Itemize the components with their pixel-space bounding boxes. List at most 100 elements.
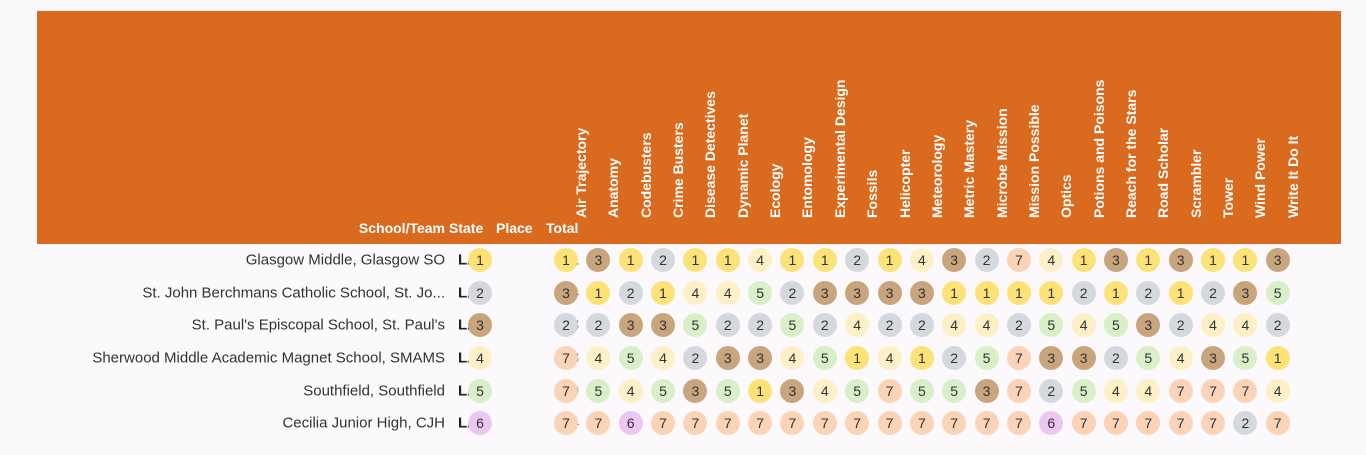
- header-event-optics[interactable]: Optics: [1035, 11, 1074, 244]
- event-score-meteorology[interactable]: 1: [909, 346, 934, 371]
- event-score-tower[interactable]: 3: [1201, 346, 1225, 371]
- event-score-optics[interactable]: 5: [1039, 313, 1064, 338]
- event-score-entomology[interactable]: 5: [780, 313, 805, 338]
- event-score-metric-mastery[interactable]: 2: [942, 346, 967, 371]
- header-event-scrambler[interactable]: Scrambler: [1165, 11, 1204, 244]
- event-score-fossils[interactable]: 5: [845, 378, 870, 403]
- header-place[interactable]: Place: [496, 220, 533, 236]
- event-score-optics[interactable]: 6: [1039, 411, 1064, 436]
- event-score-dynamic-planet[interactable]: 3: [715, 346, 740, 371]
- event-score-disease-detectives[interactable]: 1: [683, 248, 708, 273]
- header-event-mission-possible[interactable]: Mission Possible: [1003, 11, 1042, 244]
- event-score-potions-and-poisons[interactable]: 1: [1071, 248, 1096, 273]
- event-score-air-trajectory[interactable]: 3: [554, 280, 578, 305]
- event-score-air-trajectory[interactable]: 1: [554, 248, 578, 273]
- event-score-disease-detectives[interactable]: 7: [683, 411, 708, 436]
- header-event-ecology[interactable]: Ecology: [744, 11, 783, 244]
- event-score-road-scholar[interactable]: 7: [1136, 411, 1161, 436]
- event-score-meteorology[interactable]: 3: [909, 280, 934, 305]
- table-row[interactable]: Cecilia Junior High, CJHLA61547767777777…: [37, 407, 1341, 440]
- event-score-metric-mastery[interactable]: 3: [942, 248, 967, 273]
- event-score-experimental-design[interactable]: 2: [812, 313, 837, 338]
- header-total[interactable]: Total: [546, 220, 579, 236]
- event-score-potions-and-poisons[interactable]: 3: [1071, 346, 1096, 371]
- event-score-anatomy[interactable]: 7: [586, 411, 611, 436]
- event-score-ecology[interactable]: 7: [748, 411, 773, 436]
- header-event-metric-mastery[interactable]: Metric Mastery: [938, 11, 977, 244]
- event-score-tower[interactable]: 7: [1201, 378, 1225, 403]
- table-row[interactable]: St. Paul's Episcopal School, St. Paul'sL…: [37, 309, 1341, 342]
- event-score-crime-busters[interactable]: 3: [651, 313, 676, 338]
- header-event-reach-for-the-stars[interactable]: Reach for the Stars: [1100, 11, 1139, 244]
- event-score-meteorology[interactable]: 5: [909, 378, 934, 403]
- event-score-entomology[interactable]: 7: [780, 411, 805, 436]
- event-score-experimental-design[interactable]: 4: [812, 378, 837, 403]
- event-score-microbe-mission[interactable]: 3: [974, 378, 999, 403]
- event-score-ecology[interactable]: 3: [748, 346, 773, 371]
- event-score-disease-detectives[interactable]: 4: [683, 280, 708, 305]
- event-score-ecology[interactable]: 1: [748, 378, 773, 403]
- event-score-dynamic-planet[interactable]: 5: [715, 378, 740, 403]
- event-score-wind-power[interactable]: 4: [1233, 313, 1258, 338]
- header-event-wind-power[interactable]: Wind Power: [1229, 11, 1268, 244]
- school-name[interactable]: Southfield, Southfield: [303, 382, 445, 400]
- event-score-optics[interactable]: 1: [1039, 280, 1064, 305]
- event-score-tower[interactable]: 7: [1201, 411, 1225, 436]
- event-score-reach-for-the-stars[interactable]: 3: [1103, 248, 1128, 273]
- event-score-codebusters[interactable]: 5: [618, 346, 643, 371]
- event-score-metric-mastery[interactable]: 4: [942, 313, 967, 338]
- event-score-mission-possible[interactable]: 7: [1006, 248, 1031, 273]
- event-score-codebusters[interactable]: 1: [618, 248, 643, 273]
- event-score-fossils[interactable]: 7: [845, 411, 870, 436]
- event-score-mission-possible[interactable]: 1: [1006, 280, 1031, 305]
- event-score-road-scholar[interactable]: 3: [1136, 313, 1161, 338]
- event-score-mission-possible[interactable]: 7: [1006, 346, 1031, 371]
- event-score-reach-for-the-stars[interactable]: 7: [1103, 411, 1128, 436]
- event-score-road-scholar[interactable]: 2: [1136, 280, 1161, 305]
- event-score-dynamic-planet[interactable]: 2: [715, 313, 740, 338]
- event-score-disease-detectives[interactable]: 3: [683, 378, 708, 403]
- event-score-crime-busters[interactable]: 7: [651, 411, 676, 436]
- event-score-experimental-design[interactable]: 5: [812, 346, 837, 371]
- event-score-ecology[interactable]: 2: [748, 313, 773, 338]
- table-row[interactable]: Southfield, SouthfieldLA5109754535134575…: [37, 374, 1341, 407]
- event-score-crime-busters[interactable]: 5: [651, 378, 676, 403]
- header-school-team[interactable]: School/Team: [358, 220, 445, 236]
- event-score-experimental-design[interactable]: 1: [812, 248, 837, 273]
- event-score-helicopter[interactable]: 7: [877, 411, 902, 436]
- event-score-microbe-mission[interactable]: 7: [974, 411, 999, 436]
- event-score-wind-power[interactable]: 1: [1233, 248, 1258, 273]
- event-score-helicopter[interactable]: 7: [877, 378, 902, 403]
- event-score-potions-and-poisons[interactable]: 4: [1071, 313, 1096, 338]
- event-score-scrambler[interactable]: 1: [1168, 280, 1193, 305]
- event-score-microbe-mission[interactable]: 5: [974, 346, 999, 371]
- school-name[interactable]: Glasgow Middle, Glasgow SO: [245, 251, 445, 269]
- header-event-crime-busters[interactable]: Crime Busters: [647, 11, 686, 244]
- event-score-fossils[interactable]: 2: [845, 248, 870, 273]
- header-event-helicopter[interactable]: Helicopter: [874, 11, 913, 244]
- event-score-optics[interactable]: 3: [1039, 346, 1064, 371]
- event-score-tower[interactable]: 1: [1201, 248, 1225, 273]
- event-score-tower[interactable]: 2: [1201, 280, 1225, 305]
- header-event-experimental-design[interactable]: Experimental Design: [809, 11, 848, 244]
- event-score-road-scholar[interactable]: 5: [1136, 346, 1161, 371]
- event-score-crime-busters[interactable]: 1: [651, 280, 676, 305]
- event-score-write-it-do-it[interactable]: 2: [1265, 313, 1290, 338]
- school-name[interactable]: St. John Berchmans Catholic School, St. …: [142, 284, 445, 302]
- header-event-fossils[interactable]: Fossils: [841, 11, 880, 244]
- event-score-metric-mastery[interactable]: 5: [942, 378, 967, 403]
- header-event-potions-and-poisons[interactable]: Potions and Poisons: [1068, 11, 1107, 244]
- header-event-write-it-do-it[interactable]: Write It Do It: [1262, 11, 1301, 244]
- event-score-optics[interactable]: 2: [1039, 378, 1064, 403]
- event-score-write-it-do-it[interactable]: 5: [1265, 280, 1290, 305]
- event-score-meteorology[interactable]: 7: [909, 411, 934, 436]
- event-score-anatomy[interactable]: 4: [586, 346, 611, 371]
- event-score-write-it-do-it[interactable]: 3: [1265, 248, 1290, 273]
- header-event-tower[interactable]: Tower: [1197, 11, 1236, 244]
- header-event-codebusters[interactable]: Codebusters: [615, 11, 654, 244]
- table-row[interactable]: Sherwood Middle Academic Magnet School, …: [37, 342, 1341, 375]
- event-score-reach-for-the-stars[interactable]: 4: [1103, 378, 1128, 403]
- event-score-reach-for-the-stars[interactable]: 1: [1103, 280, 1128, 305]
- event-score-anatomy[interactable]: 5: [586, 378, 611, 403]
- event-score-crime-busters[interactable]: 2: [651, 248, 676, 273]
